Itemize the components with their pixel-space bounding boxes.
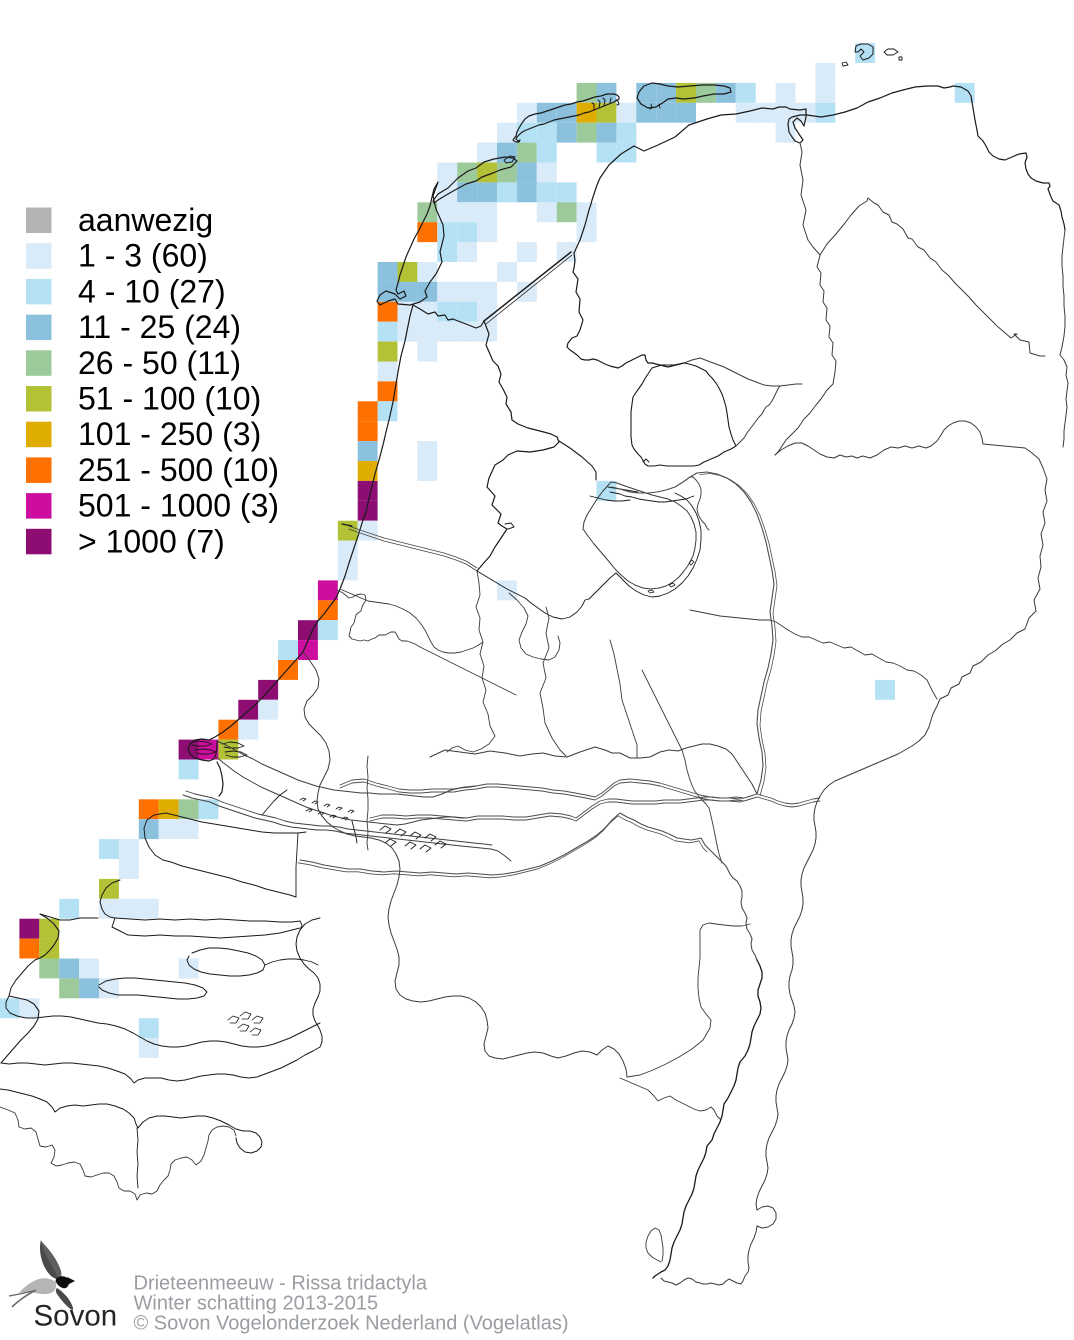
svg-text:Drieteenmeeuw - Rissa tridacty: Drieteenmeeuw - Rissa tridactyla <box>134 1273 428 1295</box>
svg-text:Sovon: Sovon <box>34 1300 118 1333</box>
svg-text:> 1000 (7): > 1000 (7) <box>78 523 225 559</box>
svg-text:51 - 100 (10): 51 - 100 (10) <box>78 381 261 417</box>
svg-text:26 - 50 (11): 26 - 50 (11) <box>78 345 241 381</box>
svg-text:251 - 500 (10): 251 - 500 (10) <box>78 452 279 488</box>
svg-text:Winter schatting 2013-2015: Winter schatting 2013-2015 <box>134 1293 379 1315</box>
svg-text:501 - 1000 (3): 501 - 1000 (3) <box>78 488 279 524</box>
svg-text:11 - 25 (24): 11 - 25 (24) <box>78 309 241 345</box>
svg-text:© Sovon Vogelonderzoek Nederla: © Sovon Vogelonderzoek Nederland (Vogela… <box>134 1313 569 1335</box>
svg-text:1 - 3 (60): 1 - 3 (60) <box>78 238 208 274</box>
svg-text:aanwezig: aanwezig <box>78 202 213 238</box>
svg-text:101 - 250 (3): 101 - 250 (3) <box>78 416 261 452</box>
svg-text:4 - 10 (27): 4 - 10 (27) <box>78 273 226 309</box>
